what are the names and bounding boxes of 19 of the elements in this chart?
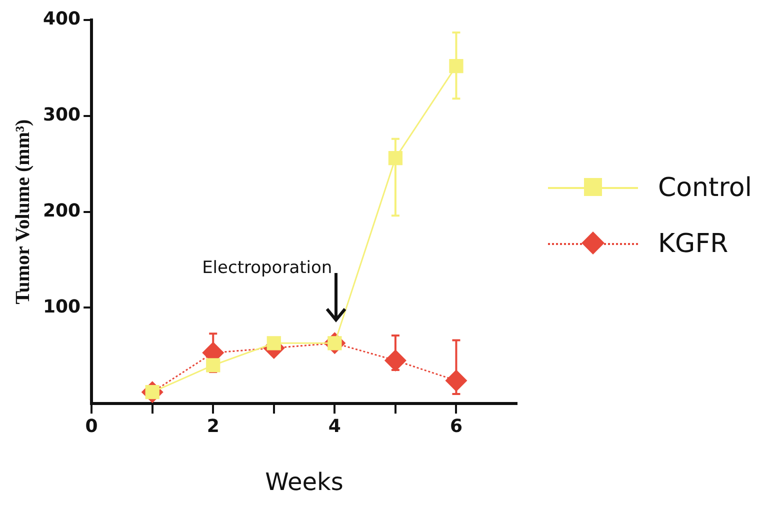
point (384, 349, 406, 372)
y-tick-label: 300 (42, 104, 81, 126)
point (449, 58, 464, 74)
x-tick-label: 4 (328, 416, 341, 438)
x-tick-label: 2 (206, 416, 220, 438)
legend-label: Control (658, 173, 752, 203)
x-axis-title: Weeks (265, 468, 344, 496)
y-axis-title: Tumor Volume (mm³) (12, 119, 34, 304)
point (266, 336, 281, 350)
y-tick-label: 200 (42, 200, 81, 222)
legend-label: KGFR (658, 229, 728, 259)
y-tick-label: 400 (42, 8, 81, 30)
x-tick-label: 0 (85, 416, 98, 438)
y-tick-label: 100 (42, 296, 81, 318)
annotation: Electroporation (202, 258, 332, 278)
x-tick-label: 6 (450, 416, 462, 438)
point (206, 358, 220, 372)
point (388, 151, 403, 166)
point (445, 370, 468, 392)
